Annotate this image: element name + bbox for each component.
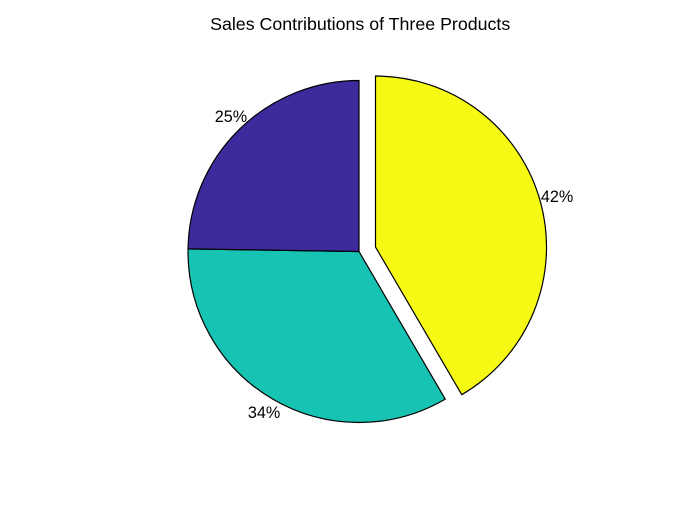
svg-text:34%: 34% — [248, 404, 280, 422]
svg-text:42%: 42% — [541, 188, 573, 206]
svg-text:25%: 25% — [215, 108, 247, 126]
